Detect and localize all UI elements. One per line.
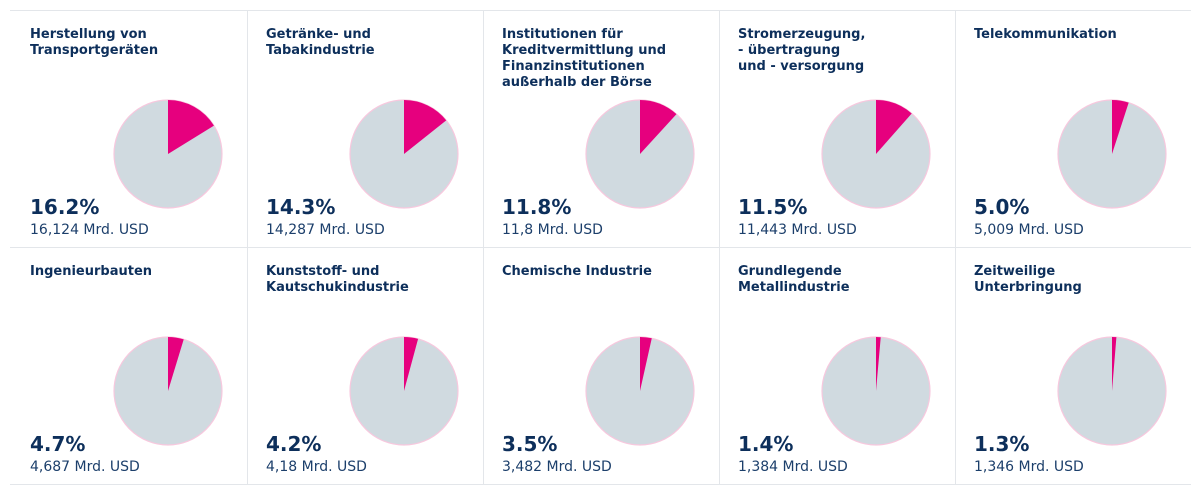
annotation: 4,18 Mrd. USD	[266, 459, 367, 475]
chart-title: Grundlegende Metallindustrie	[738, 264, 850, 295]
value-label: 1.3%	[974, 432, 1030, 456]
pie-chart	[821, 99, 931, 209]
pie-slice	[640, 100, 677, 154]
chart-title: Zeitweilige Unterbringung	[974, 264, 1082, 295]
pie-chart	[349, 99, 459, 209]
value-label: 16.2%	[30, 195, 100, 219]
pie-chart	[1057, 99, 1167, 209]
chart-title: Telekommunikation	[974, 27, 1117, 42]
annotation: 16,124 Mrd. USD	[30, 222, 149, 238]
annotation: 1,346 Mrd. USD	[974, 459, 1084, 475]
pie-slice	[1112, 100, 1129, 154]
annotation: 5,009 Mrd. USD	[974, 222, 1084, 238]
chart-cell: Getränke- und Tabakindustrie 14.3% 14,287 …	[246, 11, 484, 248]
pie-slice	[168, 100, 214, 154]
pie-chart	[821, 336, 931, 446]
pie-slice	[640, 337, 652, 391]
chart-title: Getränke- und Tabakindustrie	[266, 27, 375, 58]
chart-cell: Herstellung von Transportgeräten 16.2% 16,…	[10, 11, 248, 248]
value-label: 4.7%	[30, 432, 86, 456]
chart-cell: Zeitweilige Unterbringung 1.3% 1,346 Mrd. …	[954, 248, 1191, 485]
value-label: 11.5%	[738, 195, 808, 219]
annotation: 14,287 Mrd. USD	[266, 222, 385, 238]
annotation: 11,8 Mrd. USD	[502, 222, 603, 238]
chart-title: Stromerzeugung, - übertragung und - vers…	[738, 27, 866, 74]
annotation: 3,482 Mrd. USD	[502, 459, 612, 475]
chart-title: Institutionen für Kreditvermittlung und …	[502, 27, 667, 90]
chart-cell: Grundlegende Metallindustrie 1.4% 1,384 Mr…	[718, 248, 956, 485]
pie-slice	[1112, 337, 1117, 391]
pie-grid: Herstellung von Transportgeräten 16.2% 16,…	[10, 10, 1191, 485]
pie-chart	[585, 336, 695, 446]
pie-slice	[876, 100, 912, 154]
pie-slice	[168, 337, 184, 391]
value-label: 14.3%	[266, 195, 336, 219]
chart-cell: Kunststoff- und Kautschukindustrie 4.2% 4,…	[246, 248, 484, 485]
chart-title: Chemische Industrie	[502, 264, 652, 279]
annotation: 1,384 Mrd. USD	[738, 459, 848, 475]
chart-title: Herstellung von Transportgeräten	[30, 27, 159, 58]
value-label: 5.0%	[974, 195, 1030, 219]
pie-slice	[404, 100, 447, 154]
annotation: 11,443 Mrd. USD	[738, 222, 857, 238]
pie-chart	[349, 336, 459, 446]
chart-cell: Chemische Industrie 3.5% 3,482 Mrd. USD	[482, 248, 720, 485]
pie-chart	[1057, 336, 1167, 446]
pie-chart	[113, 336, 223, 446]
pie-chart	[585, 99, 695, 209]
pie-slice	[404, 337, 419, 391]
value-label: 1.4%	[738, 432, 794, 456]
chart-cell: Stromerzeugung, - übertragung und - vers…	[718, 11, 956, 248]
chart-cell: Telekommunikation 5.0% 5,009 Mrd. USD	[954, 11, 1191, 248]
value-label: 3.5%	[502, 432, 558, 456]
value-label: 11.8%	[502, 195, 572, 219]
chart-cell: Institutionen für Kreditvermittlung und …	[482, 11, 720, 248]
value-label: 4.2%	[266, 432, 322, 456]
pie-chart	[113, 99, 223, 209]
chart-title: Ingenieurbauten	[30, 264, 153, 279]
chart-title: Kunststoff- und Kautschukindustrie	[266, 264, 409, 295]
chart-cell: Ingenieurbauten 4.7% 4,687 Mrd. USD	[10, 248, 248, 485]
pie-slice	[876, 337, 881, 391]
annotation: 4,687 Mrd. USD	[30, 459, 140, 475]
